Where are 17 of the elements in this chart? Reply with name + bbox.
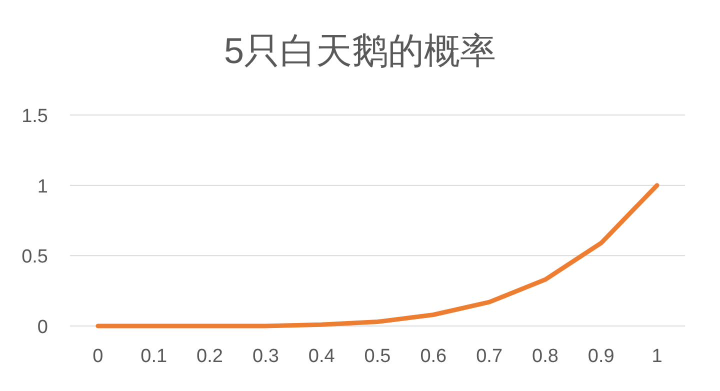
x-tick-label: 0.3 <box>252 346 279 367</box>
y-tick-label: 0.5 <box>22 246 48 268</box>
x-tick-label: 0.8 <box>532 346 558 367</box>
x-tick-label: 0.9 <box>588 346 614 367</box>
x-tick-label: 0.4 <box>308 346 336 367</box>
x-tick-label: 0.6 <box>420 346 447 367</box>
x-tick-label: 0.1 <box>140 346 168 367</box>
x-tick-label: 0 <box>92 346 104 367</box>
y-tick-label: 0 <box>37 317 48 338</box>
x-tick-label: 0.2 <box>196 346 223 367</box>
x-tick-label: 0.5 <box>364 346 391 367</box>
x-tick-label: 1 <box>652 346 662 367</box>
line-series <box>96 183 660 328</box>
y-tick-label: 1.5 <box>22 106 48 127</box>
chart-title: 5只白天鹅的概率 <box>224 30 496 71</box>
x-tick-label: 0.7 <box>476 346 503 367</box>
y-tick-label: 1 <box>37 176 48 198</box>
